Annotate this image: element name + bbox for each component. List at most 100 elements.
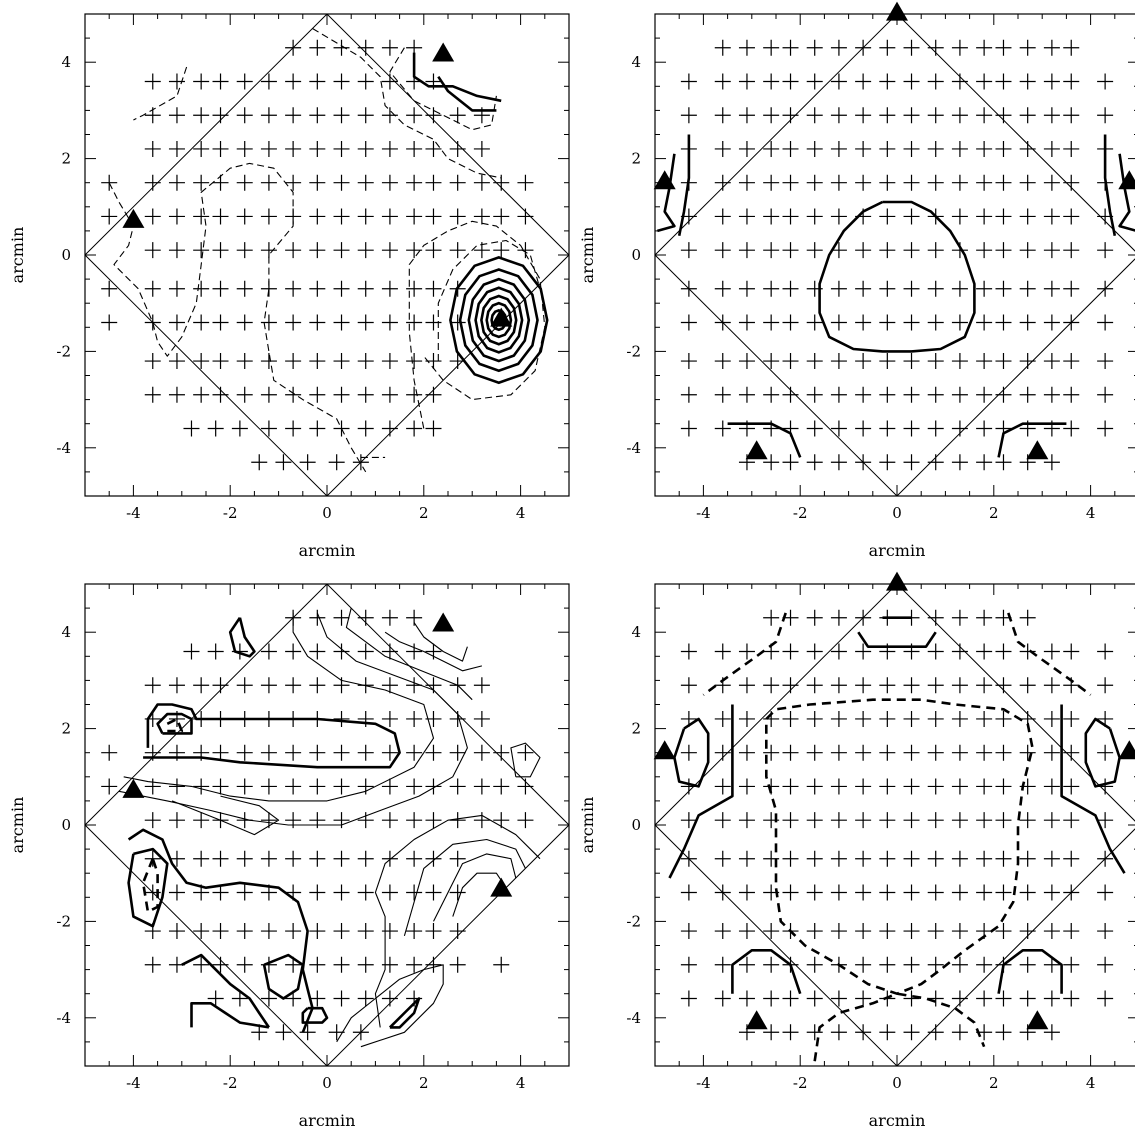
plot-area (655, 584, 1135, 1066)
grid-point (879, 677, 896, 694)
grid-point (714, 73, 731, 90)
grid-point (995, 386, 1012, 403)
grid-point (951, 420, 968, 437)
grid-point (855, 677, 872, 694)
grid-point (449, 923, 466, 940)
grid-point (168, 73, 185, 90)
grid-point (855, 140, 872, 157)
sample-grid (680, 39, 1114, 471)
y-tick-label: -4 (56, 439, 71, 457)
grid-point (309, 956, 326, 973)
grid-point (406, 710, 423, 727)
grid-point (357, 850, 374, 867)
grid-point (406, 643, 423, 660)
grid-point (830, 107, 847, 124)
grid-point (976, 107, 993, 124)
y-tick-label: 0 (61, 246, 71, 264)
grid-point (680, 677, 697, 694)
grid-point (1019, 677, 1036, 694)
grid-point (309, 420, 326, 437)
grid-point (855, 744, 872, 761)
x-tick-label: 0 (892, 1074, 902, 1092)
grid-point (309, 140, 326, 157)
grid-point (903, 677, 920, 694)
grid-point (406, 812, 423, 829)
grid-point (285, 174, 302, 191)
grid-point (903, 778, 920, 795)
grid-point (927, 454, 944, 471)
grid-point (309, 609, 326, 626)
grid-point (879, 956, 896, 973)
grid-point (1097, 643, 1114, 660)
grid-point (144, 956, 161, 973)
grid-point (806, 314, 823, 331)
contour-line (1060, 704, 1126, 874)
grid-point (879, 208, 896, 225)
grid-point (782, 353, 799, 370)
grid-point (193, 923, 210, 940)
grid-point (101, 208, 118, 225)
x-tick-label: 4 (516, 504, 526, 522)
contour-line (813, 992, 986, 1062)
grid-point (1063, 386, 1080, 403)
grid-point (903, 280, 920, 297)
grid-point (1043, 990, 1060, 1007)
x-tick-label: 4 (1086, 504, 1096, 522)
contour-line (123, 612, 435, 802)
x-axis-label: arcmin (869, 541, 926, 560)
grid-point (193, 280, 210, 297)
grid-point (1043, 744, 1060, 761)
sample-grid (680, 609, 1114, 1041)
grid-point (275, 454, 292, 471)
grid-point (473, 778, 490, 795)
grid-point (995, 744, 1012, 761)
contour-line (452, 872, 507, 917)
grid-point (855, 812, 872, 829)
y-tick-label: -4 (626, 1009, 641, 1027)
grid-point (1019, 990, 1036, 1007)
grid-point (738, 353, 755, 370)
grid-point (333, 778, 350, 795)
triangle-marker (1118, 170, 1135, 190)
grid-point (333, 140, 350, 157)
grid-point (357, 884, 374, 901)
grid-point (680, 990, 697, 1007)
grid-point (168, 174, 185, 191)
grid-point (260, 778, 277, 795)
grid-point (879, 107, 896, 124)
grid-point (1063, 140, 1080, 157)
grid-point (285, 812, 302, 829)
grid-point (381, 208, 398, 225)
grid-point (714, 314, 731, 331)
contour-line (374, 814, 541, 1028)
grid-point (738, 850, 755, 867)
contour-line (731, 948, 802, 995)
triangle-marker (490, 307, 513, 327)
grid-point (381, 140, 398, 157)
grid-point (425, 242, 442, 259)
grid-point (357, 174, 374, 191)
grid-point (830, 140, 847, 157)
x-tick-label: 2 (989, 504, 999, 522)
grid-point (927, 990, 944, 1007)
grid-point (714, 242, 731, 259)
grid-point (285, 923, 302, 940)
contour-ring (480, 294, 518, 346)
grid-point (714, 710, 731, 727)
grid-point (1019, 174, 1036, 191)
contour-line (403, 838, 526, 937)
grid-point (1019, 314, 1036, 331)
grid-point (381, 39, 398, 56)
grid-point (236, 314, 253, 331)
grid-point (517, 744, 534, 761)
grid-point (333, 710, 350, 727)
grid-point (357, 778, 374, 795)
grid-point (381, 73, 398, 90)
grid-point (1043, 884, 1060, 901)
grid-point (830, 677, 847, 694)
grid-point (806, 386, 823, 403)
grid-point (285, 242, 302, 259)
grid-point (493, 778, 510, 795)
grid-point (714, 923, 731, 940)
grid-point (951, 1024, 968, 1041)
